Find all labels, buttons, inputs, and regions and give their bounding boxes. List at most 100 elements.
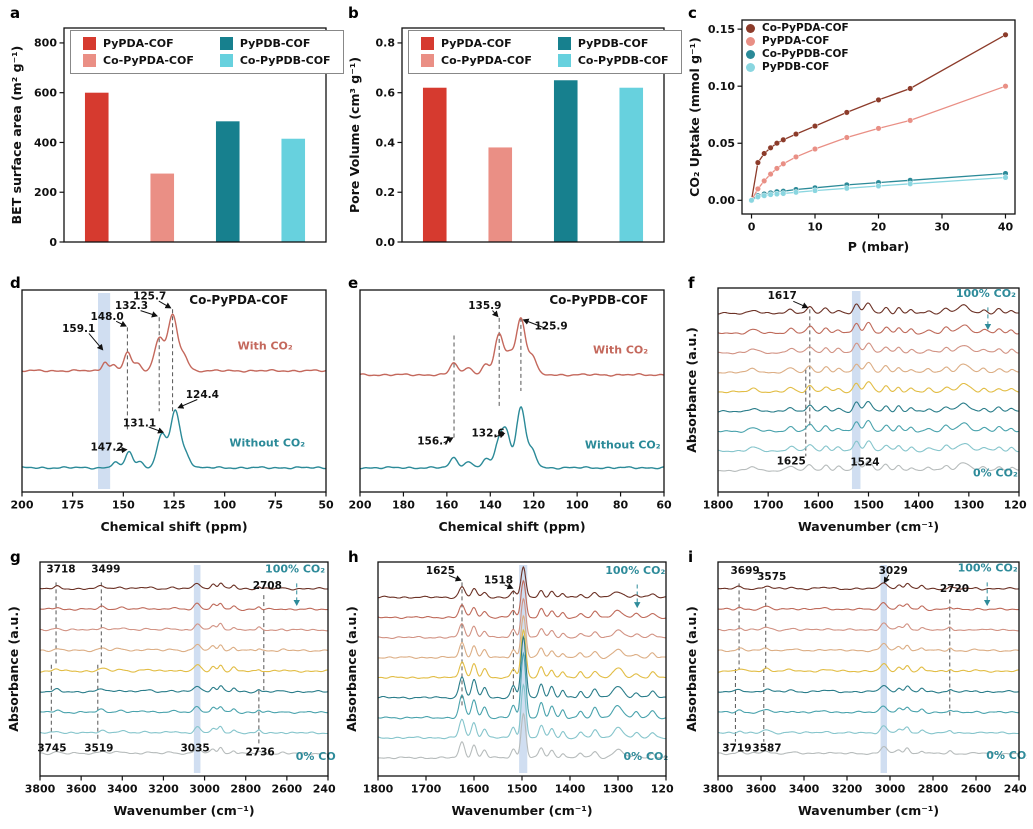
y-axis-title: Pore Volume (cm³ g⁻¹) [347, 57, 362, 213]
x-tick-label: 1600 [803, 499, 834, 512]
series-marker [761, 177, 768, 184]
legend-label: Co-PyPDA-COF [103, 54, 194, 67]
peak-annotation: 125.9 [534, 320, 567, 332]
trace-label: Without CO₂ [585, 439, 661, 452]
spectrum-trace [21, 409, 326, 470]
y-tick-label: 0.8 [376, 37, 396, 50]
panel-letter-e: e [348, 274, 359, 292]
panel-letter-b: b [348, 4, 359, 22]
peak-annotation: 124.4 [186, 389, 219, 401]
y-axis-title: CO₂ Uptake (mmol g⁻¹) [687, 37, 702, 197]
legend-item: PyPDB-COF [746, 61, 849, 73]
spectrum-trace [39, 664, 328, 673]
series-marker [767, 191, 774, 198]
x-tick-label: 1500 [853, 499, 884, 512]
x-tick-label: 200 [11, 499, 34, 512]
legend-item: PyPDA-COF [421, 37, 532, 50]
legend-c: Co-PyPDA-COF PyPDA-COF Co-PyPDB-COF PyPDB-C… [746, 22, 849, 73]
x-tick-label: 3400 [789, 783, 820, 796]
spectrum-trace [359, 317, 665, 377]
highlight-band [880, 565, 887, 773]
series-marker [1002, 83, 1009, 90]
annotation-arrow [448, 575, 462, 582]
legend-swatch [219, 54, 233, 67]
peak-annotation: 132.3 [115, 300, 148, 312]
x-tick-label: 2400 [1004, 783, 1027, 796]
spectrum-trace [377, 651, 667, 720]
annotation-arrow [504, 583, 514, 590]
panel-g: g 3718 3499 2708 3745 3519 3035 2736 100% CO₂ 0%… [6, 548, 336, 822]
legend-swatch [83, 54, 96, 67]
spectrum-trace [717, 642, 1020, 653]
x-tick-label: 200 [349, 499, 372, 512]
series-marker [773, 190, 780, 198]
co2-0-label: 0% CO₂ [296, 750, 336, 763]
series-marker [875, 125, 882, 132]
x-tick-label: 3800 [703, 783, 734, 796]
series-marker [754, 159, 761, 166]
y-tick-label: 800 [34, 37, 57, 50]
panel-title: Co-PyPDA-COF [189, 293, 288, 307]
x-tick-label: 3600 [66, 783, 97, 796]
legend-marker [746, 49, 755, 59]
panel-f: f 1617 1625 1524 100% CO₂ 0% CO₂ 1800 1700 1600… [684, 274, 1027, 538]
series-marker [780, 190, 787, 197]
series-marker [754, 185, 761, 192]
peak-annotation: 1518 [484, 574, 513, 586]
x-tick-label: 175 [61, 499, 84, 512]
x-tick-label: 3000 [875, 783, 906, 796]
y-axis-title: Absorbance (a.u.) [684, 606, 699, 732]
series-marker [875, 96, 882, 103]
x-axis-title: Wavenumber (cm⁻¹) [798, 519, 939, 534]
y-axis-title: Absorbance (a.u.) [684, 327, 699, 453]
axis-frame [63, 27, 327, 243]
series-marker [1002, 174, 1009, 181]
y-tick-label: 200 [34, 186, 57, 199]
panel-e: e With CO₂ Without CO₂ 135.9 125.9 156.7 132.… [344, 274, 674, 538]
legend-item: Co-PyPDA-COF [83, 54, 194, 67]
legend-item: Co-PyPDB-COF [219, 54, 331, 67]
x-axis-title: Chemical shift (ppm) [100, 519, 247, 534]
chart-h-ir-1800-1200: 1625 1518 100% CO₂ 0% CO₂ 1800 1700 1600 1500 14… [344, 561, 674, 818]
co2-100-label: 100% CO₂ [605, 564, 665, 577]
series-marker [773, 140, 780, 147]
legend-swatch [557, 37, 571, 50]
spectrum-trace [718, 602, 1020, 612]
series-marker [907, 180, 914, 187]
peak-annotation: 1625 [426, 565, 455, 577]
legend-item: Co-PyPDB-COF [746, 48, 849, 60]
x-tick-label: 50 [318, 499, 334, 512]
legend-label: Co-PyPDB-COF [577, 54, 669, 67]
spectrum-trace [40, 602, 329, 612]
legend-marker [746, 36, 755, 46]
highlight-band [193, 565, 201, 773]
series-marker [761, 192, 768, 199]
y-tick-label: 0.15 [708, 23, 735, 36]
panel-letter-a: a [10, 4, 21, 22]
legend-item: PyPDA-COF [83, 37, 194, 50]
chart-a-bet-surface-area: 0 200 400 600 800 BET surface area (m² g⁻¹) [9, 27, 327, 249]
legend-a: PyPDA-COF PyPDB-COF Co-PyPDA-COF Co-PyPDB-C… [70, 30, 344, 74]
spectrum-trace [377, 614, 666, 660]
spectrum-trace [718, 582, 1019, 591]
bar-PyPDA-COF [84, 92, 109, 242]
x-tick-label: 2400 [313, 783, 336, 796]
chart-c-co2-uptake: 0 10 20 30 40 0.00 0.05 0.10 0.15 P (mbar) CO₂ Upt… [687, 19, 1016, 254]
spectrum-trace [717, 419, 1020, 433]
y-tick-label: 0 [49, 236, 57, 249]
bar-PyPDB-COF [215, 121, 240, 242]
series-marker [811, 123, 819, 130]
bar-Co-PyPDB-COF [281, 138, 306, 242]
series-marker [843, 134, 850, 141]
x-tick-label: 10 [807, 221, 823, 234]
x-tick-label: 1700 [753, 499, 784, 512]
series-marker [773, 165, 780, 172]
peak-annotation: 1625 [777, 455, 806, 467]
peak-annotation: 156.7 [417, 436, 450, 448]
annotation-arrow [140, 310, 158, 318]
legend-item: PyPDB-COF [219, 37, 331, 50]
y-tick-label: 0.10 [708, 80, 735, 93]
x-tick-label: 3800 [25, 783, 56, 796]
spectrum-trace [39, 685, 329, 694]
peak-annotation: 3035 [180, 742, 209, 754]
